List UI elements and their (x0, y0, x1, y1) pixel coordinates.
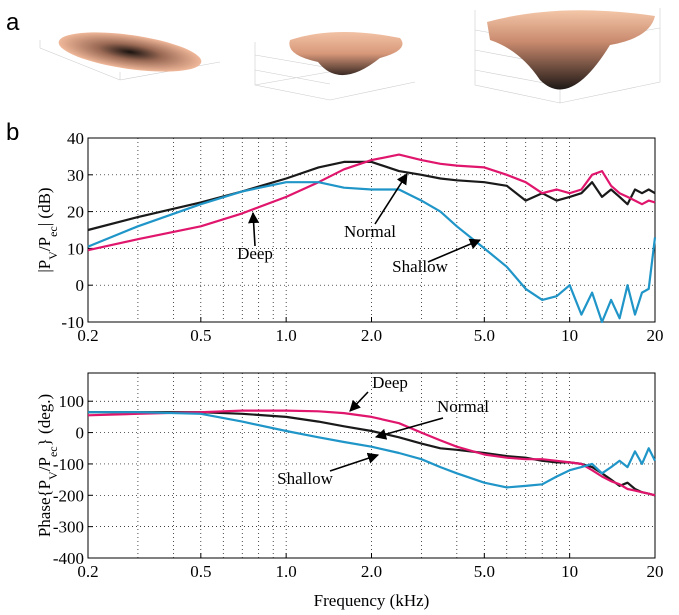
y-tick-label: 10 (67, 239, 84, 258)
y-axis-label-part: |P (35, 260, 54, 273)
y-axis-label-part: ec (46, 446, 60, 457)
y-tick-label: 0 (76, 424, 85, 443)
x-tick-label: 0.2 (77, 562, 98, 581)
y-axis-label-part: V (46, 471, 60, 480)
x-tick-label: 5.0 (474, 326, 495, 345)
line-series (88, 162, 655, 230)
y-axis-label-part: ec (46, 226, 60, 237)
annotation: Shallow (277, 469, 333, 488)
y-axis-label-part: | (dB) (35, 187, 54, 226)
x-tick-label: 1.0 (276, 326, 297, 345)
y-tick-label: 30 (67, 166, 84, 185)
annotation: Deep (237, 244, 273, 263)
annotation: Normal (344, 222, 396, 241)
annotation-arrow (375, 174, 407, 224)
x-tick-label: 2.0 (361, 562, 382, 581)
y-tick-label: 100 (59, 392, 85, 411)
y-axis-label: |PV/Pec| (dB) (35, 187, 60, 272)
annotation-arrow (253, 213, 255, 246)
panel-label: a (6, 9, 20, 36)
annotation-arrow (428, 240, 480, 262)
x-tick-label: 0.2 (77, 326, 98, 345)
y-axis-label-part: V (46, 251, 60, 260)
y-tick-label: 40 (67, 129, 84, 148)
y-tick-label: -200 (53, 486, 84, 505)
line-series (88, 182, 655, 322)
x-tick-label: 20 (647, 562, 664, 581)
surface-plots (40, 8, 660, 103)
annotation: Deep (372, 373, 408, 392)
x-tick-label: 0.5 (190, 326, 211, 345)
x-tick-label: 2.0 (361, 326, 382, 345)
y-tick-label: -300 (53, 518, 84, 537)
x-tick-label: 10 (561, 326, 578, 345)
x-tick-label: 1.0 (276, 562, 297, 581)
y-axis-label-part: Phase{P (35, 480, 54, 537)
y-tick-label: 20 (67, 203, 84, 222)
x-tick-label: 10 (561, 562, 578, 581)
panel-label: b (6, 119, 19, 146)
figure: a b -100102030400.20.51.02.05.01020DeepN… (0, 0, 679, 615)
x-tick-label: 0.5 (190, 562, 211, 581)
line-series (88, 411, 655, 496)
y-axis-label-part: /P (35, 457, 54, 471)
x-tick-label: 5.0 (474, 562, 495, 581)
x-axis-label: Frequency (kHz) (314, 591, 430, 610)
annotation: Shallow (392, 257, 448, 276)
y-axis-label-part: /P (35, 237, 54, 251)
y-axis-label-part: } (deg.) (35, 394, 54, 447)
y-tick-label: 0 (76, 276, 85, 295)
annotation: Normal (437, 397, 489, 416)
x-tick-label: 20 (647, 326, 664, 345)
annotation-arrow (330, 455, 378, 471)
